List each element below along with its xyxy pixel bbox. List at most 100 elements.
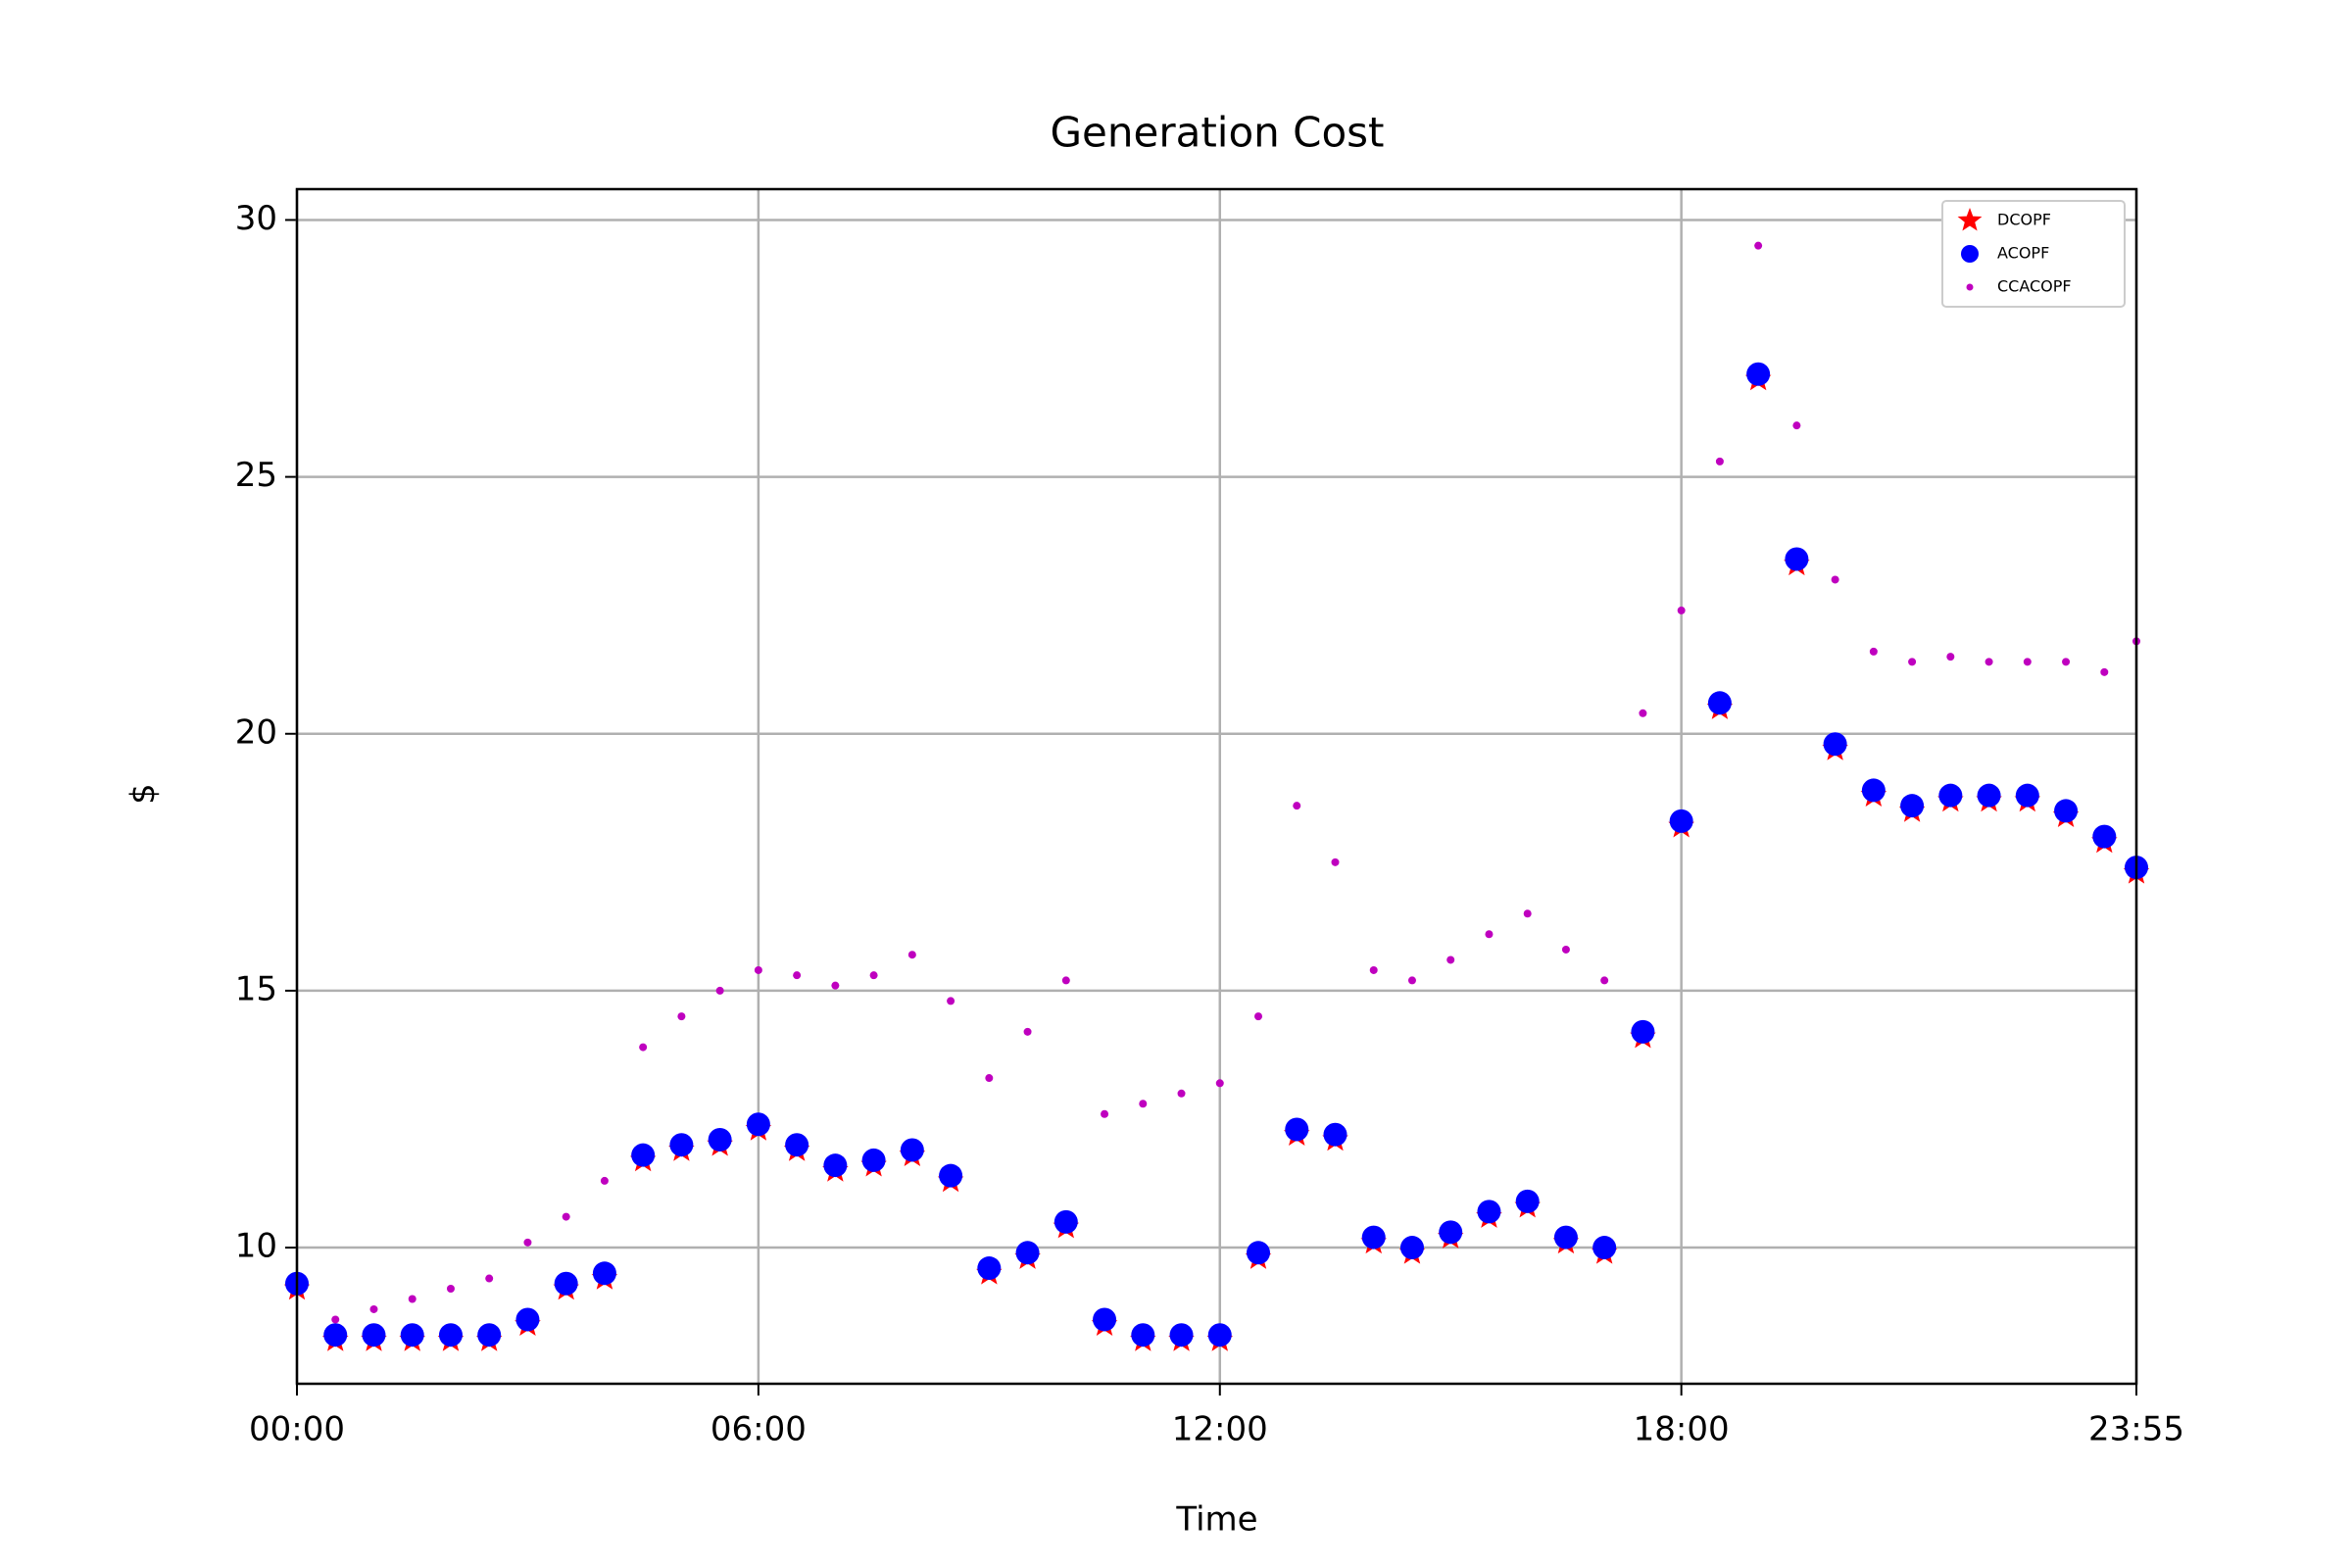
point bbox=[1215, 1079, 1224, 1088]
point bbox=[1861, 778, 1886, 803]
point bbox=[900, 1138, 924, 1162]
point bbox=[1446, 956, 1455, 964]
point bbox=[1023, 1027, 1032, 1036]
point bbox=[631, 1143, 656, 1167]
point bbox=[1984, 658, 1993, 666]
y-tick-label: 25 bbox=[235, 456, 277, 495]
x-tick-label: 00:00 bbox=[249, 1410, 345, 1449]
point bbox=[1093, 1307, 1117, 1332]
x-tick-label: 06:00 bbox=[710, 1410, 807, 1449]
point bbox=[1139, 1100, 1148, 1108]
point bbox=[408, 1295, 416, 1303]
point bbox=[785, 1133, 809, 1157]
point bbox=[1523, 909, 1532, 918]
point bbox=[1707, 691, 1732, 715]
y-tick-label: 15 bbox=[235, 969, 277, 1008]
point bbox=[438, 1323, 463, 1348]
point bbox=[477, 1323, 502, 1348]
point bbox=[754, 965, 762, 974]
point bbox=[1293, 802, 1301, 810]
legend-label: ACOPF bbox=[1997, 244, 2049, 263]
point bbox=[554, 1271, 578, 1296]
point bbox=[2092, 824, 2117, 849]
legend-marker bbox=[1966, 283, 1974, 291]
x-tick-label: 12:00 bbox=[1172, 1410, 1268, 1449]
point bbox=[523, 1238, 532, 1247]
point bbox=[1054, 1209, 1078, 1234]
point bbox=[562, 1212, 570, 1221]
point bbox=[446, 1285, 455, 1294]
point bbox=[1823, 732, 1847, 757]
point bbox=[1669, 808, 1693, 833]
point bbox=[985, 1074, 994, 1083]
legend-label: DCOPF bbox=[1997, 211, 2051, 229]
point bbox=[515, 1307, 540, 1332]
legend-marker bbox=[1957, 208, 1983, 231]
legend-label: CCACOPF bbox=[1997, 277, 2072, 296]
point bbox=[600, 1176, 609, 1185]
point bbox=[1169, 1323, 1194, 1348]
point bbox=[362, 1323, 386, 1348]
point bbox=[1946, 653, 1955, 662]
point bbox=[1754, 241, 1763, 250]
point bbox=[677, 1012, 686, 1021]
point bbox=[669, 1133, 694, 1157]
x-axis-label: Time bbox=[1175, 1500, 1257, 1540]
point bbox=[2023, 658, 2032, 666]
point bbox=[746, 1112, 770, 1137]
y-tick-label: 10 bbox=[235, 1227, 277, 1266]
point bbox=[2054, 799, 2079, 823]
point bbox=[861, 1148, 886, 1172]
point bbox=[592, 1261, 616, 1286]
point bbox=[823, 1153, 848, 1178]
point bbox=[1938, 783, 1963, 808]
point bbox=[1331, 858, 1340, 866]
point bbox=[1908, 658, 1917, 666]
point bbox=[947, 997, 956, 1005]
point bbox=[1477, 1200, 1501, 1224]
point bbox=[1131, 1323, 1155, 1348]
point bbox=[485, 1274, 494, 1283]
point bbox=[1553, 1225, 1578, 1250]
point bbox=[1592, 1236, 1617, 1260]
point bbox=[1677, 606, 1686, 614]
point bbox=[1207, 1323, 1232, 1348]
point bbox=[1900, 794, 1925, 818]
point bbox=[1285, 1117, 1309, 1142]
point bbox=[1869, 647, 1878, 656]
point bbox=[1061, 976, 1070, 985]
point bbox=[831, 981, 840, 990]
point bbox=[1977, 783, 2001, 808]
plot-frame bbox=[295, 187, 2138, 1386]
x-tick-label: 18:00 bbox=[1634, 1410, 1730, 1449]
point bbox=[977, 1256, 1002, 1281]
point bbox=[331, 1315, 340, 1324]
point bbox=[1631, 1019, 1655, 1044]
point bbox=[1361, 1225, 1386, 1250]
point bbox=[869, 971, 878, 980]
point bbox=[369, 1304, 378, 1313]
point bbox=[639, 1043, 648, 1052]
point bbox=[907, 951, 916, 959]
point bbox=[1439, 1220, 1463, 1245]
point bbox=[1485, 930, 1494, 939]
chart-title: Generation Cost bbox=[1050, 109, 1384, 157]
point bbox=[1831, 575, 1839, 584]
point bbox=[1639, 709, 1647, 717]
point bbox=[2015, 783, 2039, 808]
point bbox=[1600, 976, 1609, 985]
point bbox=[708, 1127, 732, 1152]
point bbox=[1015, 1241, 1040, 1265]
point bbox=[2100, 667, 2109, 676]
point bbox=[715, 986, 724, 995]
point bbox=[1399, 1236, 1424, 1260]
point bbox=[939, 1163, 963, 1188]
point bbox=[1792, 421, 1801, 430]
point bbox=[793, 971, 802, 980]
y-tick-label: 30 bbox=[235, 199, 277, 238]
point bbox=[1254, 1012, 1263, 1021]
legend-marker bbox=[1961, 245, 1979, 263]
point bbox=[400, 1323, 424, 1348]
